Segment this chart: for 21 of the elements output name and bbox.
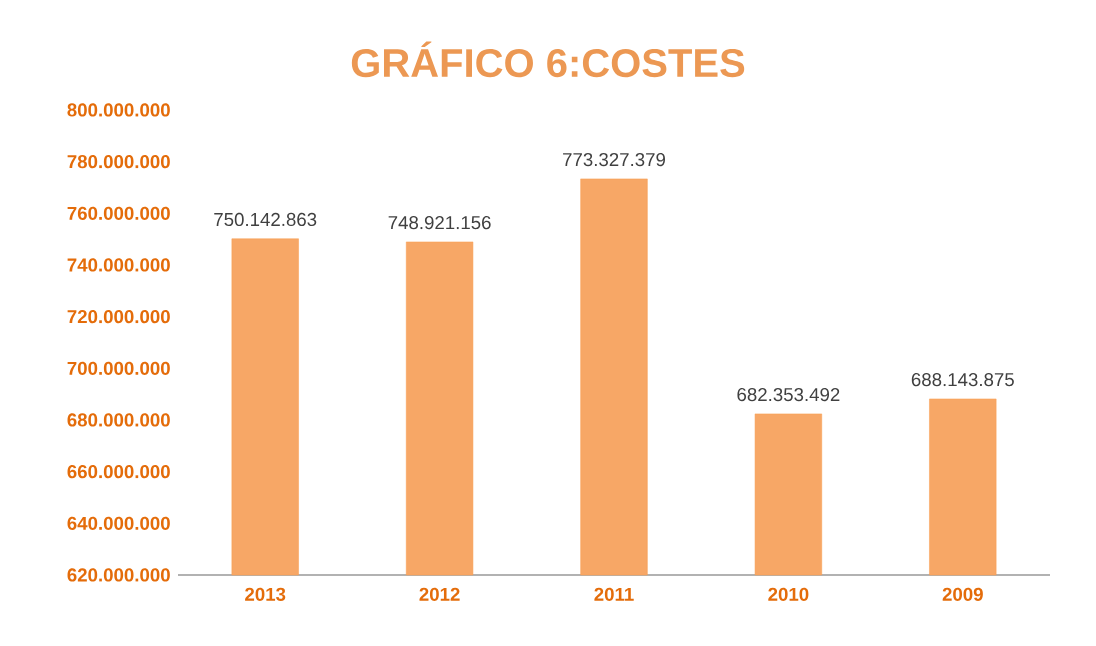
y-tick-label: 740.000.000 bbox=[67, 258, 170, 272]
x-tick-label: 2012 bbox=[419, 587, 460, 601]
data-label: 750.142.863 bbox=[214, 212, 317, 227]
x-tick-label: 2011 bbox=[594, 587, 634, 601]
data-label: 682.353.492 bbox=[737, 387, 840, 402]
y-tick-label: 760.000.000 bbox=[67, 206, 170, 220]
y-tick-label: 620.000.000 bbox=[67, 568, 170, 582]
x-tick-label: 2010 bbox=[768, 587, 809, 601]
y-tick-label: 720.000.000 bbox=[67, 310, 170, 324]
data-label: 688.143.875 bbox=[911, 373, 1014, 387]
y-tick-label: 800.000.000 bbox=[67, 103, 170, 117]
y-tick-label: 680.000.000 bbox=[67, 413, 170, 427]
y-tick-label: 700.000.000 bbox=[67, 361, 170, 375]
data-label: 773.327.379 bbox=[563, 152, 665, 167]
y-tick-label: 640.000.000 bbox=[67, 516, 170, 530]
x-tick-label: 2013 bbox=[245, 587, 286, 601]
chart-title: GRÁFICO 6:COSTES bbox=[351, 41, 745, 78]
x-tick-label: 2009 bbox=[942, 587, 983, 601]
y-tick-label: 660.000.000 bbox=[67, 465, 170, 479]
data-label: 748.921.156 bbox=[388, 216, 491, 230]
y-tick-label: 780.000.000 bbox=[67, 155, 170, 169]
